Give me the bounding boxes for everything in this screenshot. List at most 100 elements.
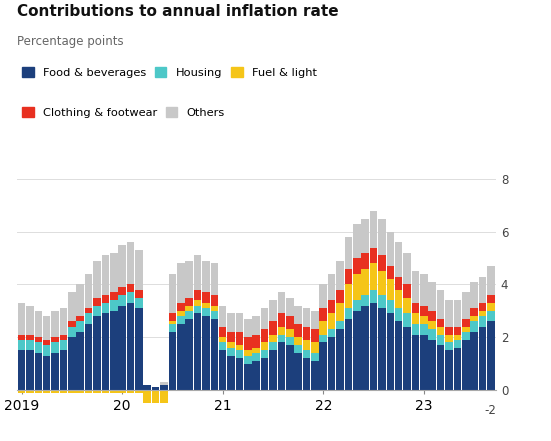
Bar bbox=[320, 343, 327, 390]
Bar bbox=[236, 332, 243, 345]
Bar bbox=[219, 337, 226, 343]
Bar bbox=[412, 324, 419, 335]
Bar bbox=[453, 327, 461, 335]
Bar bbox=[244, 337, 252, 350]
Bar bbox=[387, 300, 394, 314]
Bar bbox=[395, 290, 402, 308]
Bar bbox=[194, 306, 201, 314]
Bar bbox=[202, 303, 210, 308]
Bar bbox=[445, 335, 453, 343]
Bar bbox=[236, 358, 243, 390]
Bar bbox=[135, 290, 143, 298]
Bar bbox=[429, 311, 436, 321]
Bar bbox=[487, 321, 495, 390]
Bar bbox=[85, 314, 93, 324]
Bar bbox=[110, 300, 117, 311]
Bar bbox=[328, 300, 336, 314]
Bar bbox=[278, 314, 285, 327]
Bar bbox=[118, 295, 126, 306]
Bar bbox=[160, 382, 168, 385]
Bar bbox=[471, 282, 478, 308]
Bar bbox=[169, 321, 176, 324]
Bar bbox=[429, 329, 436, 340]
Bar bbox=[252, 361, 260, 390]
Bar bbox=[286, 337, 294, 345]
Bar bbox=[26, 340, 34, 350]
Bar bbox=[353, 311, 360, 390]
Legend: Food & beverages, Housing, Fuel & light: Food & beverages, Housing, Fuel & light bbox=[22, 67, 317, 78]
Bar bbox=[252, 353, 260, 361]
Bar bbox=[471, 332, 478, 390]
Bar bbox=[118, 287, 126, 295]
Bar bbox=[51, 311, 59, 337]
Bar bbox=[68, 337, 75, 390]
Bar bbox=[236, 314, 243, 332]
Bar bbox=[344, 269, 352, 284]
Text: Contributions to annual inflation rate: Contributions to annual inflation rate bbox=[17, 4, 338, 19]
Bar bbox=[43, 355, 51, 390]
Bar bbox=[361, 253, 369, 269]
Bar bbox=[479, 303, 487, 311]
Bar bbox=[18, 350, 25, 390]
Bar bbox=[294, 337, 302, 345]
Bar bbox=[252, 316, 260, 335]
Bar bbox=[18, 303, 25, 335]
Bar bbox=[336, 303, 344, 321]
Bar bbox=[51, 353, 59, 390]
Bar bbox=[344, 284, 352, 308]
Bar bbox=[169, 332, 176, 390]
Bar bbox=[152, 387, 159, 390]
Bar bbox=[228, 343, 235, 348]
Bar bbox=[420, 306, 428, 316]
Legend: Clothing & footwear, Others: Clothing & footwear, Others bbox=[22, 107, 225, 118]
Bar bbox=[462, 292, 469, 319]
Bar bbox=[344, 308, 352, 319]
Bar bbox=[101, 390, 109, 392]
Bar bbox=[487, 303, 495, 311]
Bar bbox=[127, 284, 134, 292]
Bar bbox=[110, 311, 117, 390]
Bar bbox=[244, 319, 252, 337]
Bar bbox=[471, 308, 478, 316]
Bar bbox=[210, 306, 218, 311]
Bar bbox=[77, 332, 84, 390]
Bar bbox=[194, 314, 201, 390]
Bar bbox=[85, 308, 93, 314]
Bar bbox=[202, 261, 210, 292]
Bar bbox=[177, 311, 185, 316]
Bar bbox=[93, 306, 101, 316]
Bar bbox=[118, 245, 126, 287]
Bar bbox=[453, 348, 461, 390]
Bar bbox=[403, 284, 411, 298]
Bar bbox=[185, 261, 193, 298]
Bar bbox=[462, 332, 469, 340]
Bar bbox=[261, 358, 268, 390]
Bar bbox=[344, 237, 352, 269]
Bar bbox=[302, 350, 310, 358]
Bar bbox=[110, 253, 117, 292]
Bar bbox=[210, 319, 218, 390]
Bar bbox=[202, 292, 210, 303]
Bar bbox=[185, 298, 193, 306]
Bar bbox=[101, 314, 109, 390]
Bar bbox=[437, 335, 444, 345]
Bar bbox=[68, 327, 75, 337]
Bar bbox=[320, 308, 327, 321]
Bar bbox=[453, 300, 461, 327]
Bar bbox=[261, 350, 268, 358]
Bar bbox=[118, 390, 126, 392]
Bar bbox=[68, 321, 75, 327]
Bar bbox=[101, 303, 109, 314]
Bar bbox=[269, 350, 277, 390]
Bar bbox=[395, 242, 402, 277]
Bar bbox=[135, 308, 143, 390]
Bar bbox=[437, 345, 444, 390]
Bar bbox=[93, 261, 101, 298]
Bar bbox=[286, 298, 294, 316]
Bar bbox=[127, 390, 134, 392]
Bar bbox=[60, 390, 67, 392]
Bar bbox=[420, 316, 428, 324]
Bar bbox=[479, 327, 487, 390]
Bar bbox=[43, 390, 51, 392]
Bar bbox=[252, 335, 260, 348]
